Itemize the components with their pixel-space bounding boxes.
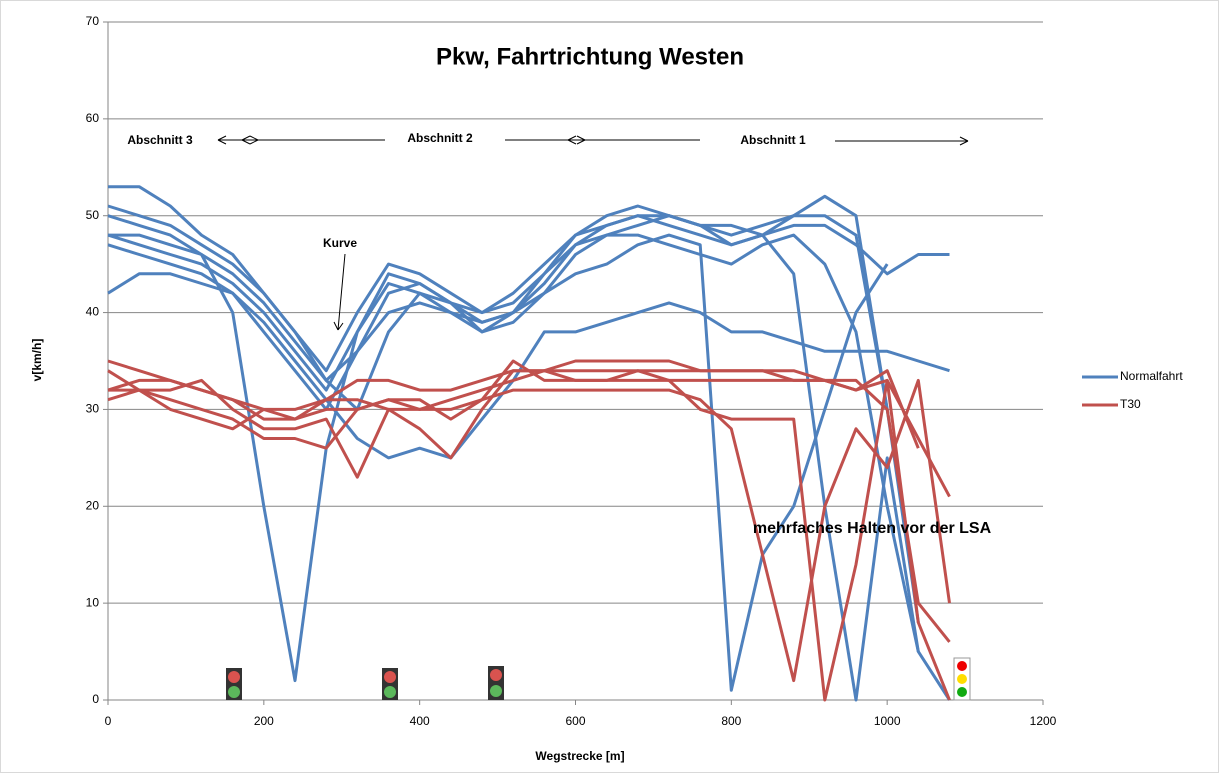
- annotation: Abschnitt 2: [407, 131, 473, 145]
- series-line: [107, 243, 950, 460]
- series-line: [108, 378, 951, 683]
- chart-title: Pkw, Fahrtrichtung Westen: [436, 43, 744, 70]
- annotation: mehrfaches Halten vor der LSA: [753, 520, 992, 537]
- annotation: Kurve: [323, 236, 357, 250]
- series-line: [107, 369, 951, 702]
- plot-area: [103, 21, 1044, 705]
- legend-label: Normalfahrt: [1120, 369, 1183, 383]
- y-tick-label: 20: [86, 498, 100, 512]
- series-line: [107, 359, 920, 449]
- x-tick-label: 400: [410, 714, 430, 728]
- series-line: [107, 214, 950, 392]
- series-line: [108, 233, 889, 692]
- y-tick-label: 40: [86, 305, 100, 319]
- traffic-signals: [226, 657, 971, 701]
- series-line: [108, 185, 920, 623]
- x-tick-label: 0: [105, 714, 112, 728]
- x-tick-label: 800: [721, 714, 741, 728]
- annotation: Abschnitt 3: [127, 133, 193, 147]
- x-tick-label: 200: [254, 714, 274, 728]
- x-tick-label: 600: [565, 714, 585, 728]
- section-arrows: [217, 135, 969, 331]
- x-tick-label: 1200: [1030, 714, 1057, 728]
- y-tick-label: 50: [86, 208, 100, 222]
- y-tick-label: 0: [92, 692, 99, 706]
- series-line: [107, 233, 951, 701]
- x-axis-label: Wegstrecke [m]: [535, 749, 624, 763]
- y-axis-label: v[km/h]: [30, 339, 44, 382]
- x-tick-label: 1000: [874, 714, 901, 728]
- legend-label: T30: [1120, 397, 1141, 411]
- annotation: Abschnitt 1: [740, 133, 806, 147]
- series-line: [107, 204, 920, 702]
- y-tick-label: 10: [86, 595, 100, 609]
- y-tick-label: 30: [86, 402, 100, 416]
- y-tick-label: 60: [86, 111, 100, 125]
- y-tick-label: 70: [86, 14, 100, 28]
